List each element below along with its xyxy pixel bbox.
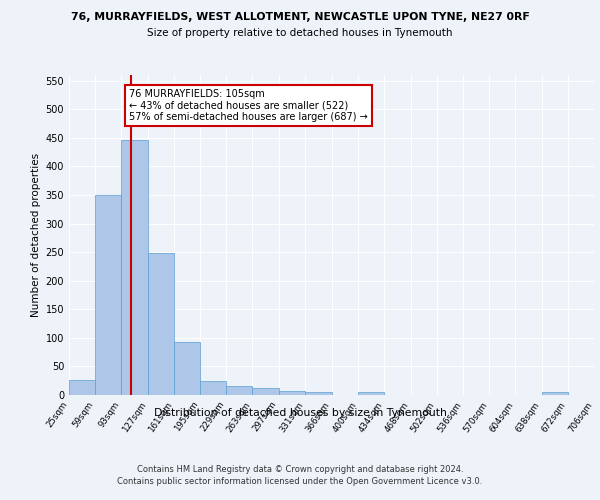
Text: Size of property relative to detached houses in Tynemouth: Size of property relative to detached ho…	[147, 28, 453, 38]
Text: 76 MURRAYFIELDS: 105sqm
← 43% of detached houses are smaller (522)
57% of semi-d: 76 MURRAYFIELDS: 105sqm ← 43% of detache…	[129, 90, 368, 122]
Bar	[69, 380, 95, 395]
Bar	[121, 140, 148, 395]
Bar	[278, 391, 305, 395]
Bar	[253, 388, 278, 395]
Bar	[200, 380, 226, 395]
Text: Contains HM Land Registry data © Crown copyright and database right 2024.: Contains HM Land Registry data © Crown c…	[137, 465, 463, 474]
Text: Distribution of detached houses by size in Tynemouth: Distribution of detached houses by size …	[154, 408, 446, 418]
Bar	[542, 392, 568, 395]
Bar	[95, 195, 121, 395]
Bar	[358, 392, 385, 395]
Bar	[226, 386, 253, 395]
Y-axis label: Number of detached properties: Number of detached properties	[31, 153, 41, 317]
Text: Contains public sector information licensed under the Open Government Licence v3: Contains public sector information licen…	[118, 478, 482, 486]
Text: 76, MURRAYFIELDS, WEST ALLOTMENT, NEWCASTLE UPON TYNE, NE27 0RF: 76, MURRAYFIELDS, WEST ALLOTMENT, NEWCAS…	[71, 12, 529, 22]
Bar	[148, 252, 174, 395]
Bar	[174, 342, 200, 395]
Bar	[305, 392, 332, 395]
